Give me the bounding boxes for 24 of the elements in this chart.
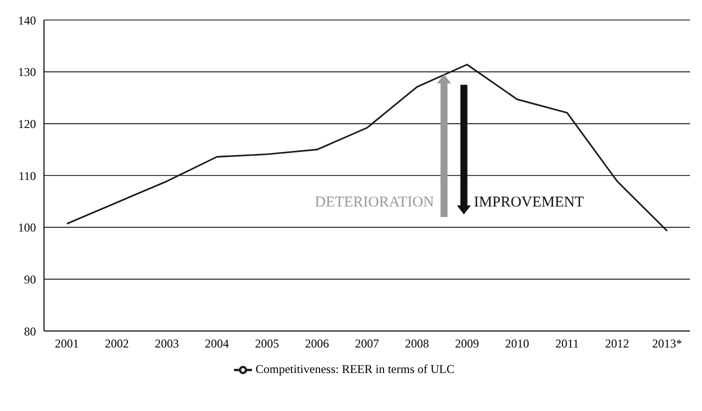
y-tick-label: 100	[18, 220, 36, 235]
legend-label: Competitiveness: REER in terms of ULC	[256, 362, 454, 376]
x-tick-label: 2009	[455, 336, 480, 351]
x-tick-label: 2011	[555, 336, 579, 351]
x-tick-label: 2003	[154, 336, 179, 351]
y-tick-label: 120	[18, 116, 36, 131]
y-tick-label: 80	[24, 324, 36, 338]
annotation: DETERIORATION	[314, 194, 434, 211]
x-tick-label: 2001	[54, 336, 79, 351]
x-tick-label: 2002	[104, 336, 129, 351]
x-tick-label: 2006	[304, 336, 329, 351]
x-tick-label: 2013*	[652, 336, 682, 351]
y-tick-label: 110	[18, 168, 36, 183]
x-tick-label: 2004	[204, 336, 229, 351]
x-tick-label: 2008	[405, 336, 430, 351]
x-tick-label: 2012	[605, 336, 630, 351]
line-series	[66, 64, 668, 232]
y-tick-label: 140	[18, 13, 36, 28]
x-tick-label: 2010	[505, 336, 530, 351]
x-tick-label: 2007	[355, 336, 379, 351]
y-tick-label: 130	[18, 65, 36, 80]
y-tick-label: 90	[24, 272, 36, 286]
x-tick-label: 2005	[254, 336, 279, 351]
annotation: IMPROVEMENT	[474, 194, 584, 211]
